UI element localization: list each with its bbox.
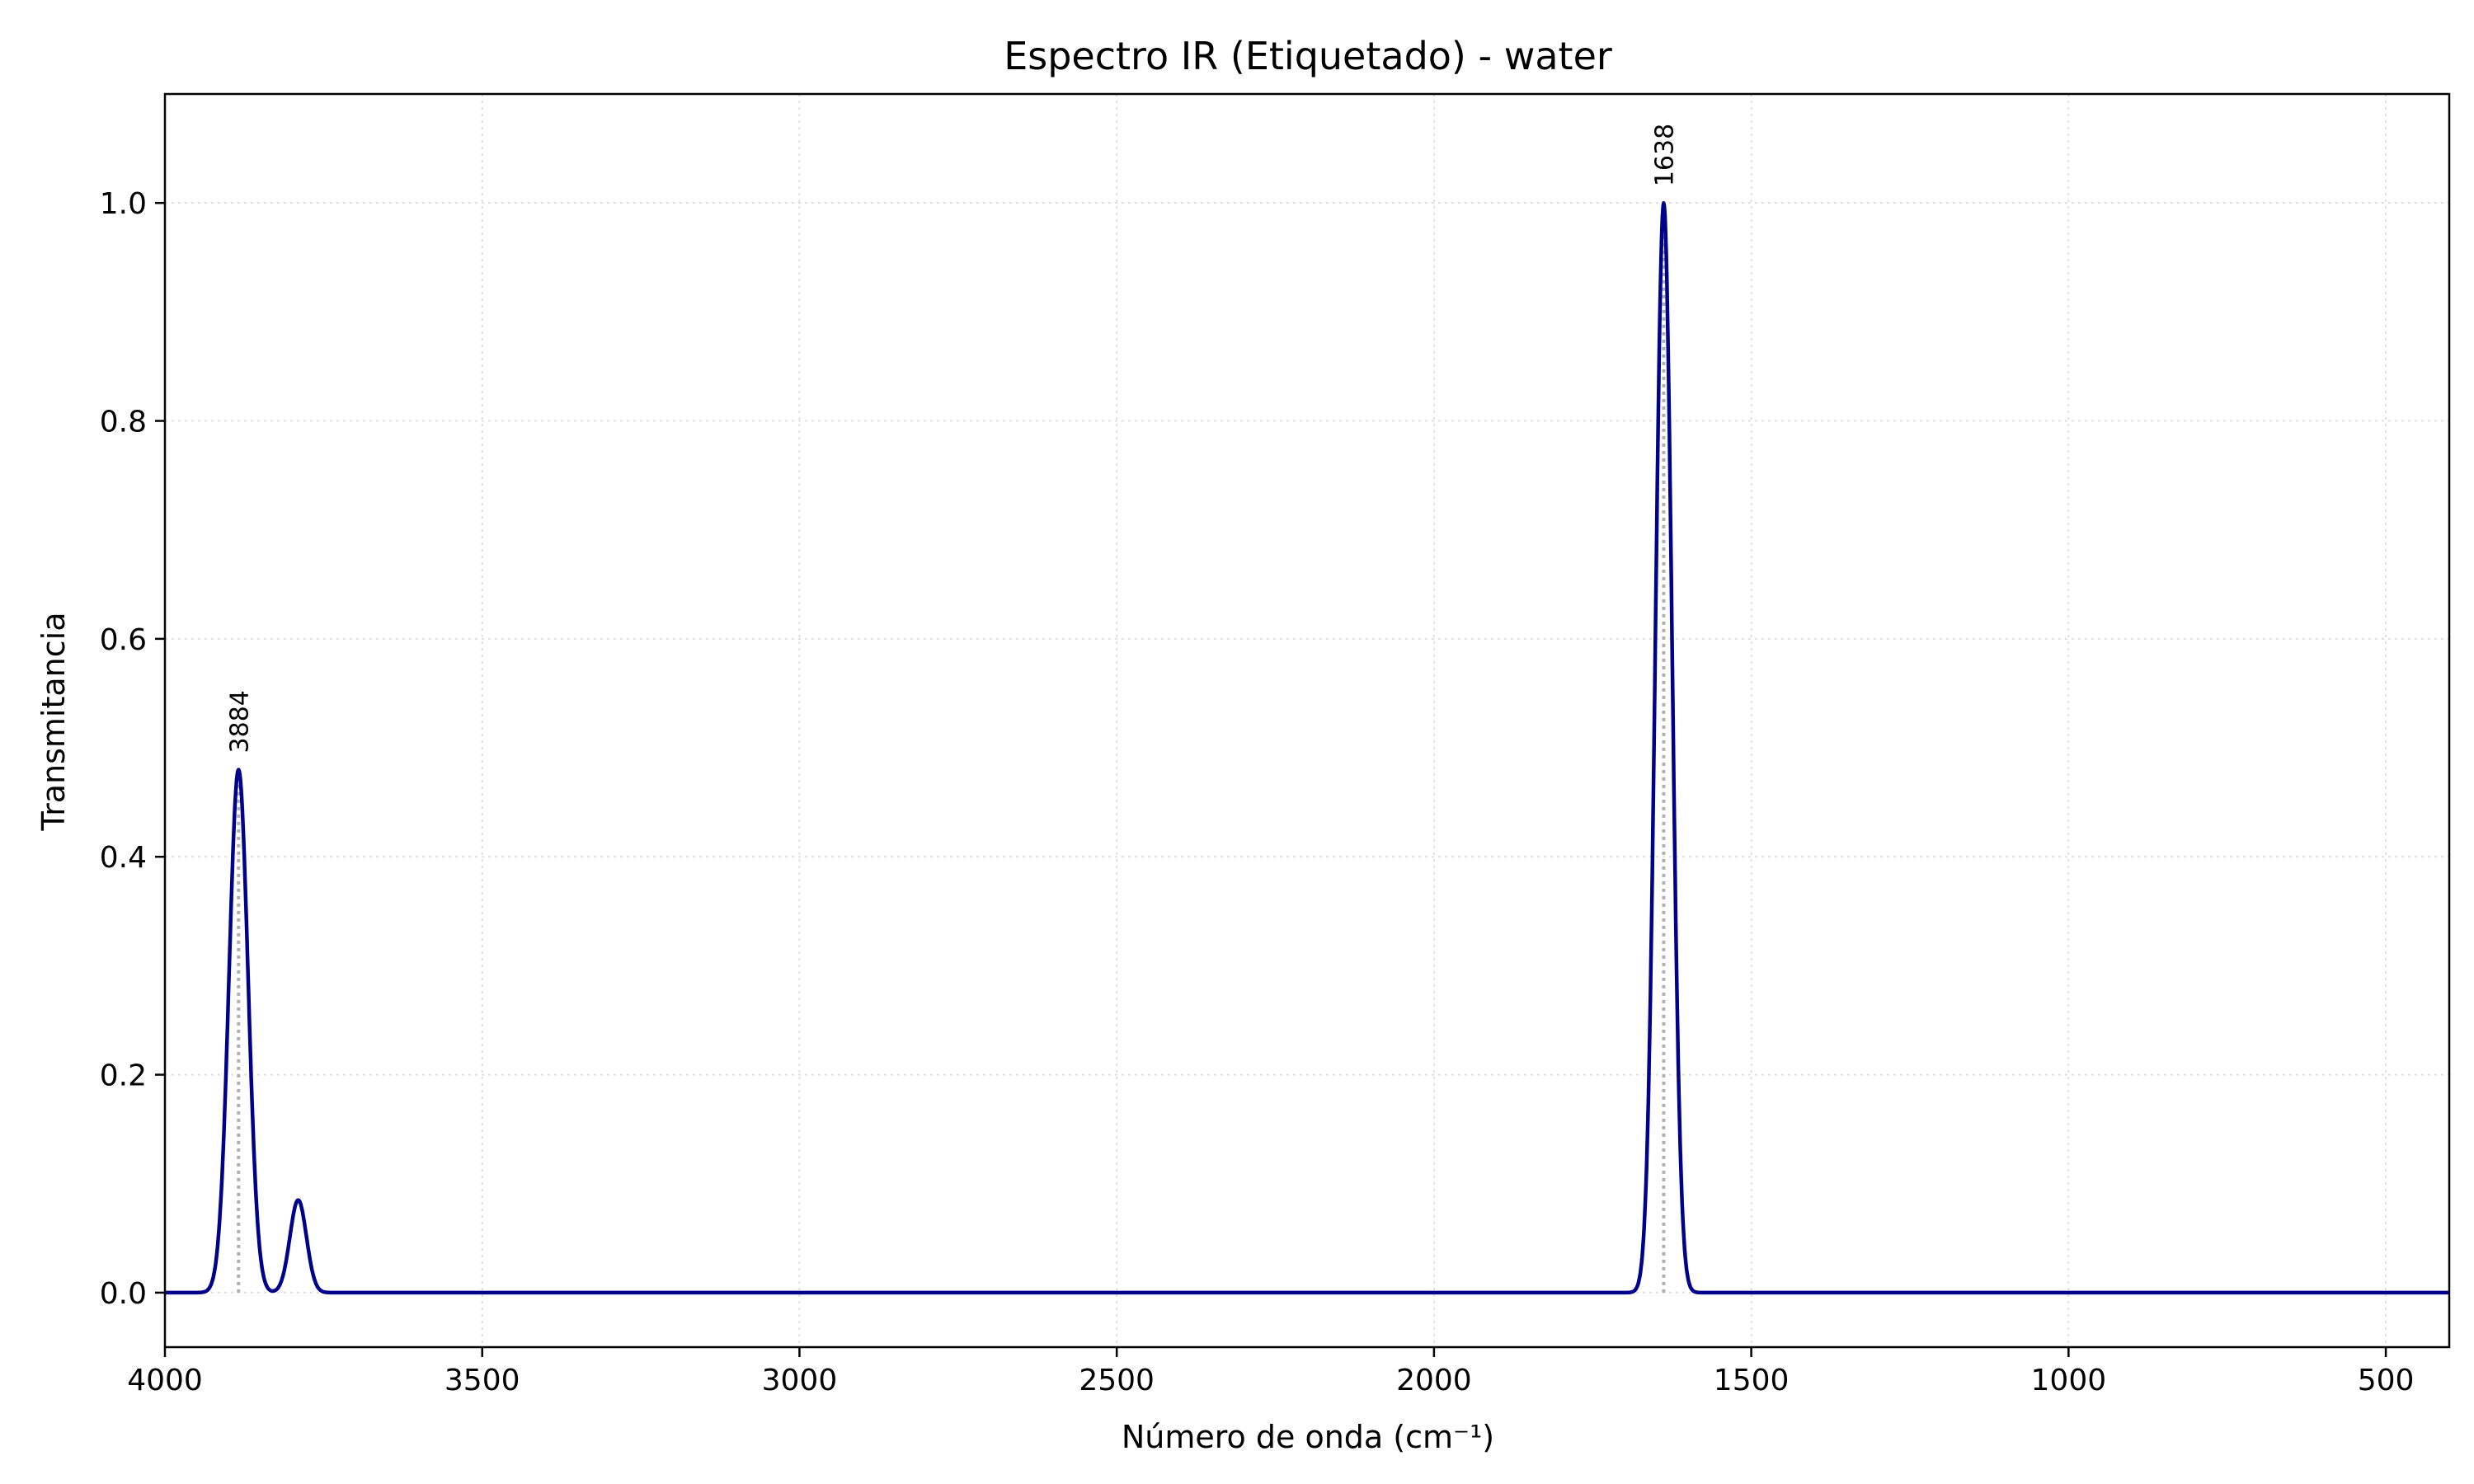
spectrum-line [163, 200, 2451, 1295]
x-tick-label: 500 [2358, 1364, 2415, 1397]
x-tick-label: 4000 [127, 1364, 203, 1397]
peak-marker-lines [237, 203, 1666, 1293]
x-axis-label: Número de onda (cm⁻¹) [1122, 1419, 1494, 1455]
x-tick-label: 2500 [1079, 1364, 1155, 1397]
spectrum-series [163, 200, 2451, 1295]
peak-labels: 3884 1638 [225, 124, 1679, 754]
y-axis-ticks: 0.0 0.2 0.4 0.6 0.8 1.0 [100, 187, 165, 1311]
y-axis-label: Transmitancia [35, 613, 72, 832]
y-tick-label: 0.4 [100, 841, 147, 875]
peak-label: 3884 [225, 690, 254, 753]
y-tick-label: 0.8 [100, 406, 147, 439]
x-tick-label: 2000 [1396, 1364, 1472, 1397]
y-tick-label: 0.0 [100, 1277, 147, 1311]
x-tick-label: 3500 [444, 1364, 520, 1397]
x-tick-label: 1500 [1714, 1364, 1790, 1397]
x-tick-label: 1000 [2031, 1364, 2107, 1397]
peak-label: 1638 [1650, 124, 1679, 186]
y-tick-label: 0.2 [100, 1059, 147, 1093]
y-tick-label: 0.6 [100, 623, 147, 657]
plot-frame [163, 92, 2451, 1349]
x-axis-ticks: 4000 3500 3000 2500 2000 1500 1000 500 [127, 1347, 2414, 1397]
x-tick-label: 3000 [762, 1364, 838, 1397]
y-tick-label: 1.0 [100, 187, 147, 221]
chart-title: Espectro IR (Etiquetado) - water [1004, 34, 1612, 78]
